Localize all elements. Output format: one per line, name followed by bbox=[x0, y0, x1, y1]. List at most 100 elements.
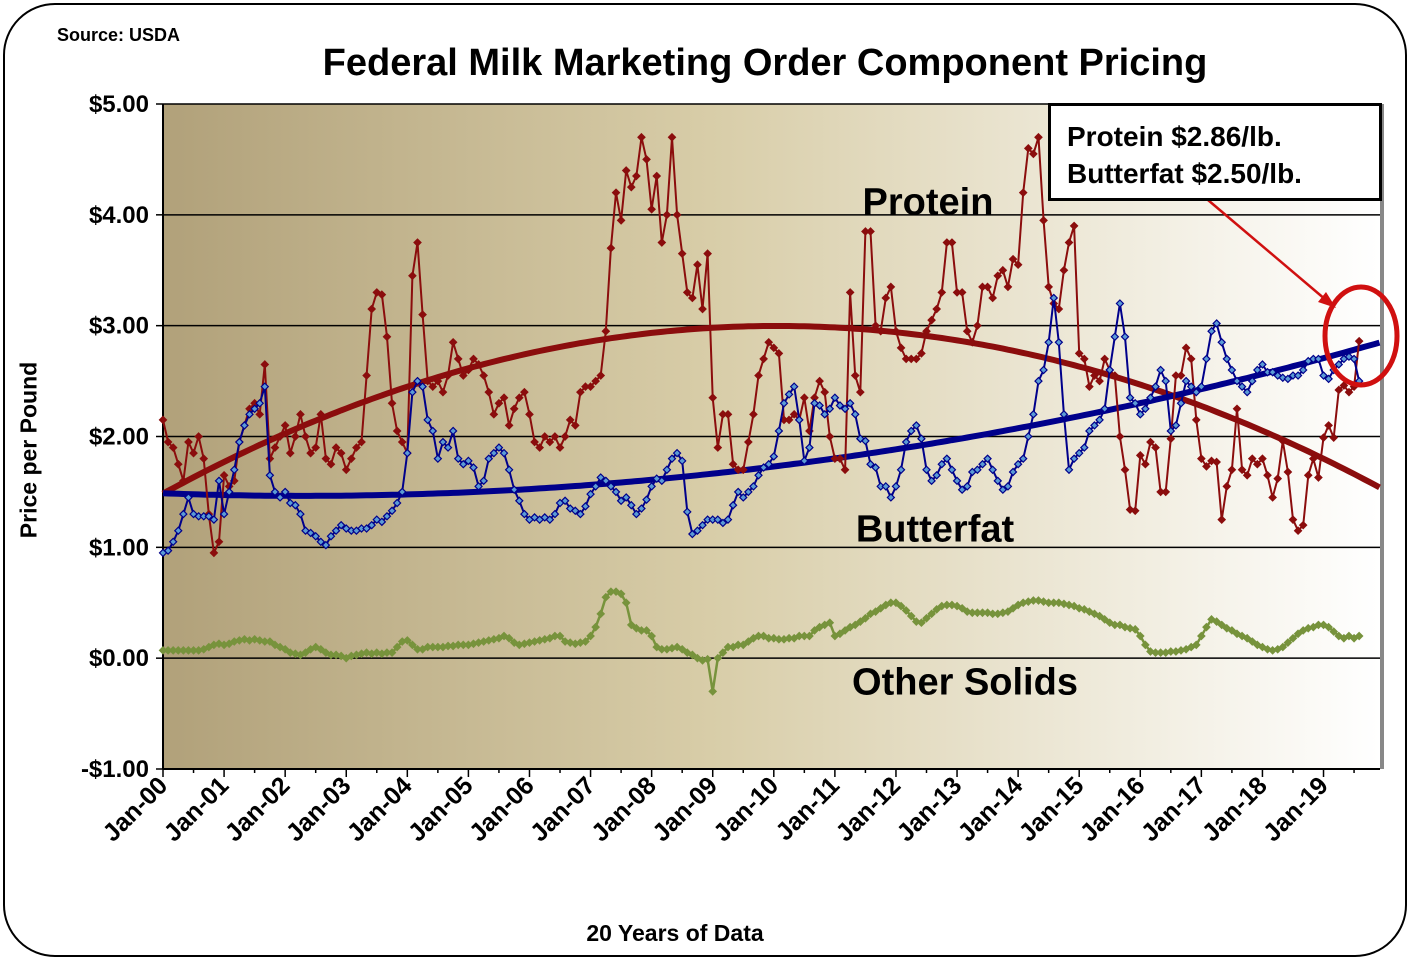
butterfat-point bbox=[235, 437, 244, 447]
other-solids-point bbox=[596, 609, 606, 619]
butterfat-point bbox=[1095, 415, 1104, 425]
protein-point bbox=[1079, 354, 1089, 364]
butterfat-point bbox=[621, 493, 631, 502]
butterfat-point bbox=[326, 531, 336, 541]
protein-point bbox=[504, 421, 514, 430]
protein-point bbox=[1268, 493, 1277, 502]
x-tick-label: Jan-19 bbox=[1258, 771, 1334, 847]
other-solids-point bbox=[927, 609, 936, 619]
x-tick-label: Jan-11 bbox=[770, 771, 845, 846]
protein-point bbox=[275, 432, 285, 441]
protein-point bbox=[738, 465, 748, 475]
butterfat-point bbox=[1161, 376, 1171, 386]
butterfat-point bbox=[744, 487, 753, 497]
butterfat-point bbox=[545, 515, 555, 524]
protein-point bbox=[1059, 265, 1069, 275]
protein-point bbox=[1339, 381, 1349, 390]
other-solids-point bbox=[871, 607, 880, 616]
butterfat-point bbox=[275, 493, 285, 502]
protein-point bbox=[209, 548, 219, 558]
butterfat-point bbox=[423, 415, 433, 425]
protein-point bbox=[1212, 457, 1221, 467]
protein-point bbox=[891, 326, 901, 336]
protein-point bbox=[1176, 371, 1186, 380]
protein-point bbox=[932, 304, 942, 314]
protein-point bbox=[377, 290, 387, 299]
butterfat-point bbox=[927, 476, 936, 486]
protein-point bbox=[1161, 487, 1171, 497]
butterfat-point bbox=[591, 482, 600, 491]
butterfat-point bbox=[998, 485, 1008, 495]
x-tick-label: Jan-06 bbox=[464, 771, 540, 847]
protein-point bbox=[754, 371, 763, 380]
protein-point bbox=[911, 354, 921, 364]
butterfat-point bbox=[754, 470, 763, 480]
butterfat-point bbox=[886, 493, 896, 502]
other-solids-point bbox=[1100, 615, 1109, 624]
butterfat-point bbox=[1120, 332, 1130, 342]
butterfat-point bbox=[922, 465, 931, 475]
protein-point bbox=[1298, 520, 1308, 530]
butterfat-point bbox=[1039, 365, 1048, 375]
protein-point bbox=[576, 387, 585, 397]
butterfat-point bbox=[576, 509, 585, 519]
other-solids-point bbox=[1212, 617, 1221, 626]
other-solids-point bbox=[876, 603, 886, 613]
protein-point bbox=[591, 376, 600, 386]
butterfat-point bbox=[296, 509, 305, 519]
protein-point bbox=[499, 393, 509, 403]
butterfat-point bbox=[1059, 409, 1069, 419]
butterfat-point bbox=[265, 470, 275, 480]
butterfat-point bbox=[581, 501, 590, 511]
protein-point bbox=[331, 443, 341, 452]
butterfat-point bbox=[413, 376, 422, 386]
protein-point bbox=[296, 409, 305, 419]
butterfat-point bbox=[484, 454, 494, 464]
butterfat-point bbox=[896, 465, 906, 475]
protein-point bbox=[616, 216, 626, 225]
butterfat-point bbox=[290, 500, 300, 510]
protein-point bbox=[1222, 482, 1232, 491]
butterfat-point bbox=[1217, 337, 1227, 347]
butterfat-point bbox=[331, 526, 341, 536]
protein-point bbox=[993, 271, 1003, 281]
butterfat-point bbox=[362, 524, 371, 533]
butterfat-point bbox=[179, 509, 188, 519]
protein-point bbox=[321, 454, 331, 464]
butterfat-point bbox=[408, 387, 417, 397]
other-solids-point bbox=[1324, 622, 1333, 632]
protein-point bbox=[382, 332, 392, 342]
butterfat-point bbox=[514, 496, 524, 506]
protein-point bbox=[866, 227, 875, 236]
butterfat-point bbox=[1334, 360, 1344, 369]
butterfat-point bbox=[586, 489, 595, 499]
butterfat-point bbox=[728, 500, 738, 510]
other-solids-point bbox=[316, 644, 326, 654]
protein-point bbox=[637, 132, 646, 142]
protein-point bbox=[535, 443, 545, 452]
butterfat-point bbox=[1074, 448, 1084, 458]
protein-point bbox=[642, 155, 651, 164]
callout-butterfat: Butterfat $2.50/lb. bbox=[1067, 158, 1302, 189]
other-solids-point bbox=[708, 687, 718, 696]
butterfat-point bbox=[667, 454, 677, 464]
protein-point bbox=[1314, 473, 1323, 482]
butterfat-point bbox=[1212, 319, 1221, 328]
protein-point bbox=[784, 415, 794, 425]
protein-point bbox=[1115, 432, 1125, 441]
butterfat-point bbox=[1176, 398, 1186, 408]
protein-point bbox=[1186, 354, 1196, 364]
butterfat-point bbox=[993, 476, 1003, 486]
butterfat-point bbox=[764, 459, 774, 469]
other-solids-point bbox=[1202, 622, 1211, 632]
butterfat-point bbox=[494, 443, 504, 452]
protein-point bbox=[285, 448, 295, 458]
other-solids-point bbox=[744, 637, 753, 646]
other-solids-point bbox=[387, 648, 397, 657]
butterfat-point bbox=[769, 452, 779, 461]
butterfat-point bbox=[173, 526, 183, 536]
protein-point bbox=[1273, 474, 1283, 483]
butterfat-point bbox=[499, 448, 509, 458]
butterfat-point bbox=[204, 511, 214, 521]
butterfat-point bbox=[840, 404, 850, 414]
